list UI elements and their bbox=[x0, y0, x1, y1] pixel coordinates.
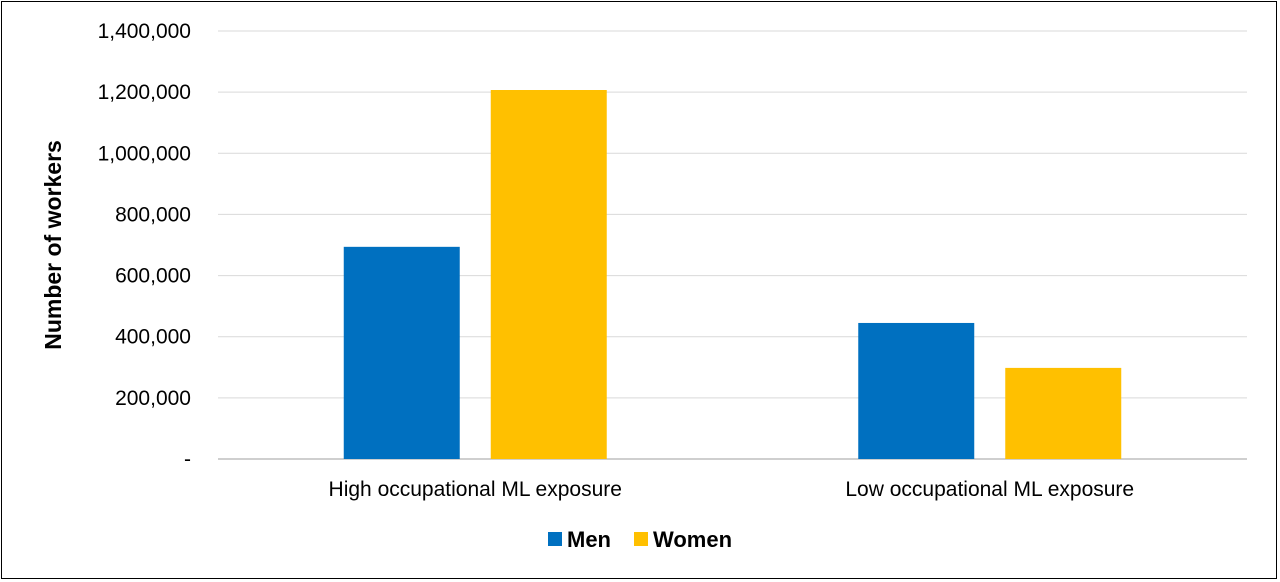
bars bbox=[343, 90, 1122, 459]
y-tick-label: 200,000 bbox=[115, 387, 191, 410]
y-axis-label: Number of workers bbox=[40, 140, 66, 350]
legend-swatch-women bbox=[634, 532, 648, 546]
y-axis-ticks: - 200,000 400,000 600,000 800,000 1,000,000 1,… bbox=[98, 20, 191, 471]
y-tick-label: 1,000,000 bbox=[98, 142, 191, 165]
x-axis-categories: High occupational ML exposure Low occupat… bbox=[329, 478, 1135, 501]
bar-women-1 bbox=[490, 90, 607, 459]
bar-men-1 bbox=[343, 246, 460, 459]
legend-swatch-men bbox=[548, 532, 562, 546]
y-tick-label: - bbox=[184, 448, 191, 471]
legend-label-men: Men bbox=[567, 527, 611, 552]
legend: Men Women bbox=[548, 527, 732, 552]
bar-women-2 bbox=[1005, 367, 1122, 459]
y-tick-label: 800,000 bbox=[115, 203, 191, 226]
y-tick-label: 600,000 bbox=[115, 265, 191, 288]
x-category-label: High occupational ML exposure bbox=[329, 478, 622, 501]
legend-label-women: Women bbox=[653, 527, 732, 552]
bar-men-2 bbox=[858, 322, 975, 459]
y-tick-label: 1,200,000 bbox=[98, 81, 191, 104]
y-tick-label: 400,000 bbox=[115, 326, 191, 349]
x-category-label: Low occupational ML exposure bbox=[845, 478, 1134, 501]
y-tick-label: 1,400,000 bbox=[98, 20, 191, 43]
